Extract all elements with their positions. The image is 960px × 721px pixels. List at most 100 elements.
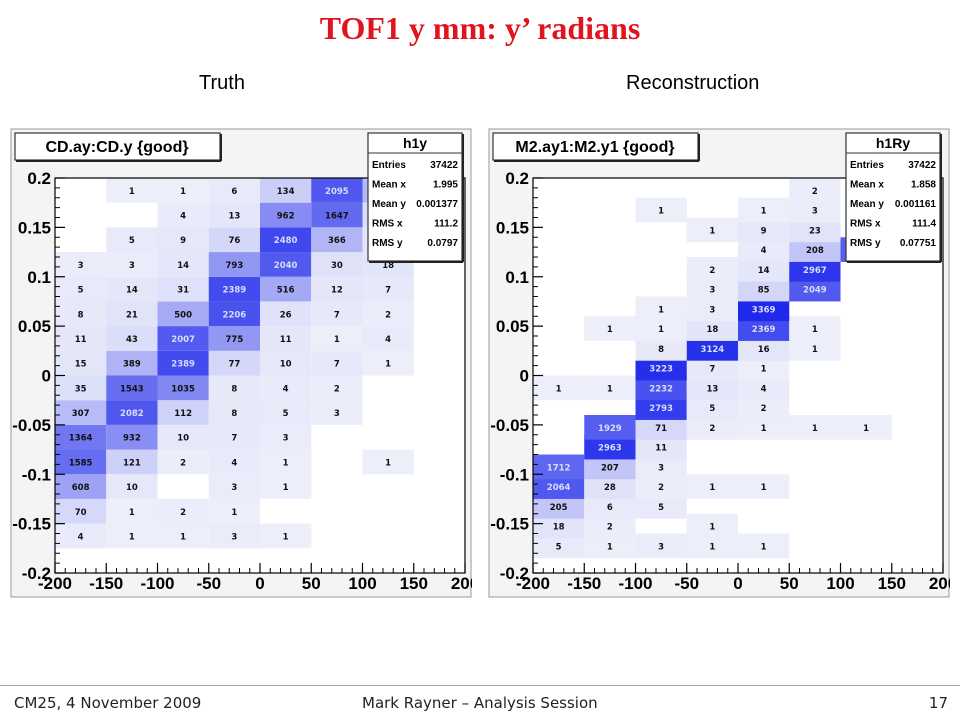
cell-count-label: 2206 <box>223 310 247 320</box>
x-tick-label: 150 <box>878 574 906 593</box>
y-tick-label: 0.1 <box>27 268 51 287</box>
x-tick-label: -200 <box>516 574 550 593</box>
cell-count-label: 4 <box>385 335 391 345</box>
cell-count-label: 2 <box>709 266 715 276</box>
x-tick-label: 0 <box>733 574 742 593</box>
histogram-cell <box>584 415 636 440</box>
y-tick-label: 0 <box>42 367 51 386</box>
histogram-cell <box>208 424 260 450</box>
cell-count-label: 14 <box>758 266 770 276</box>
histogram-cell <box>106 400 158 425</box>
histogram-cell <box>789 316 841 341</box>
histogram-cell <box>260 202 312 228</box>
histogram-cell <box>311 276 363 302</box>
cell-count-label: 366 <box>328 236 346 246</box>
histogram-cell <box>738 533 790 559</box>
cell-count-label: 2 <box>385 310 391 320</box>
cell-count-label: 793 <box>226 261 244 271</box>
histogram-cell <box>311 400 363 425</box>
histogram-cell <box>55 252 107 277</box>
x-tick-label: -150 <box>89 574 123 593</box>
cell-count-label: 932 <box>123 434 141 444</box>
histogram-cell <box>106 178 158 203</box>
cell-count-label: 7 <box>231 434 237 444</box>
histogram-cell <box>260 424 312 450</box>
histogram-cell <box>55 375 107 401</box>
cell-count-label: 10 <box>280 360 292 370</box>
cell-count-label: 3 <box>334 409 340 419</box>
stats-row-value: 111.2 <box>434 219 458 230</box>
stats-row-value: 0.0797 <box>427 238 458 249</box>
y-tick-label: -0.15 <box>12 515 51 534</box>
stats-row-value: 0.001161 <box>895 199 937 210</box>
cell-count-label: 8 <box>78 310 84 320</box>
histogram-cell <box>106 227 158 253</box>
y-tick-label: 0 <box>520 367 529 386</box>
histogram-cell <box>157 449 209 475</box>
histogram-cell <box>157 350 209 376</box>
cell-count-label: 3 <box>283 434 289 444</box>
histogram-cell <box>55 326 107 351</box>
y-tick-label: 0.1 <box>505 268 529 287</box>
histogram-cell <box>208 252 260 277</box>
cell-count-label: 2 <box>334 384 340 394</box>
cell-count-label: 2963 <box>598 444 622 454</box>
cell-count-label: 1 <box>385 360 391 370</box>
cell-count-label: 775 <box>226 335 244 345</box>
cell-count-label: 205 <box>550 503 568 513</box>
cell-count-label: 1 <box>334 335 340 345</box>
cell-count-label: 5 <box>709 404 715 414</box>
stats-row-value: 111.4 <box>912 219 936 230</box>
histogram-cell <box>106 375 158 401</box>
y-tick-label: 0.15 <box>18 218 51 237</box>
cell-count-label: 3 <box>231 532 237 542</box>
cell-count-label: 11 <box>280 335 292 345</box>
histogram-cell <box>686 217 738 243</box>
histogram-cell <box>208 326 260 351</box>
cell-count-label: 1 <box>231 508 237 518</box>
y-tick-label: 0.2 <box>27 169 51 188</box>
cell-count-label: 962 <box>277 212 295 222</box>
stats-row-value: 0.07751 <box>900 238 937 249</box>
cell-count-label: 18 <box>382 261 394 271</box>
cell-count-label: 4 <box>761 384 767 394</box>
cell-count-label: 13 <box>228 212 240 222</box>
x-tick-label: -50 <box>196 574 221 593</box>
cell-count-label: 8 <box>231 384 237 394</box>
cell-count-label: 2 <box>658 483 664 493</box>
cell-count-label: 28 <box>604 483 616 493</box>
footer-page-number: 17 <box>928 694 948 712</box>
histogram-cell <box>157 227 209 253</box>
histogram-cell <box>738 197 790 223</box>
cell-count-label: 1 <box>658 207 664 217</box>
histogram-cell <box>106 498 158 524</box>
cell-count-label: 1 <box>129 187 135 197</box>
histogram-cell <box>311 178 363 203</box>
footer-date: CM25, 4 November 2009 <box>14 694 202 712</box>
footer-author: Mark Rayner – Analysis Session <box>362 694 598 712</box>
histogram-cell <box>260 276 312 302</box>
histogram-cell <box>208 276 260 302</box>
cell-count-label: 71 <box>655 424 667 434</box>
histogram-cell <box>157 202 209 228</box>
x-tick-label: -100 <box>618 574 652 593</box>
cell-count-label: 2 <box>607 523 613 533</box>
histogram-cell <box>208 449 260 475</box>
cell-count-label: 2389 <box>171 360 195 370</box>
histogram-cell <box>738 474 790 499</box>
cell-count-label: 2232 <box>649 384 673 394</box>
stats-row-label: Mean y <box>372 199 406 210</box>
cell-count-label: 10 <box>177 434 189 444</box>
histogram-cell <box>106 276 158 302</box>
histogram-cell <box>208 301 260 327</box>
cell-count-label: 15 <box>75 360 87 370</box>
y-tick-label: -0.05 <box>12 416 51 435</box>
cell-count-label: 30 <box>331 261 343 271</box>
stats-row-label: RMS x <box>850 219 881 230</box>
cell-count-label: 4 <box>283 384 289 394</box>
cell-count-label: 7 <box>334 310 340 320</box>
histogram-cell <box>157 498 209 524</box>
cell-count-label: 3 <box>658 463 664 473</box>
